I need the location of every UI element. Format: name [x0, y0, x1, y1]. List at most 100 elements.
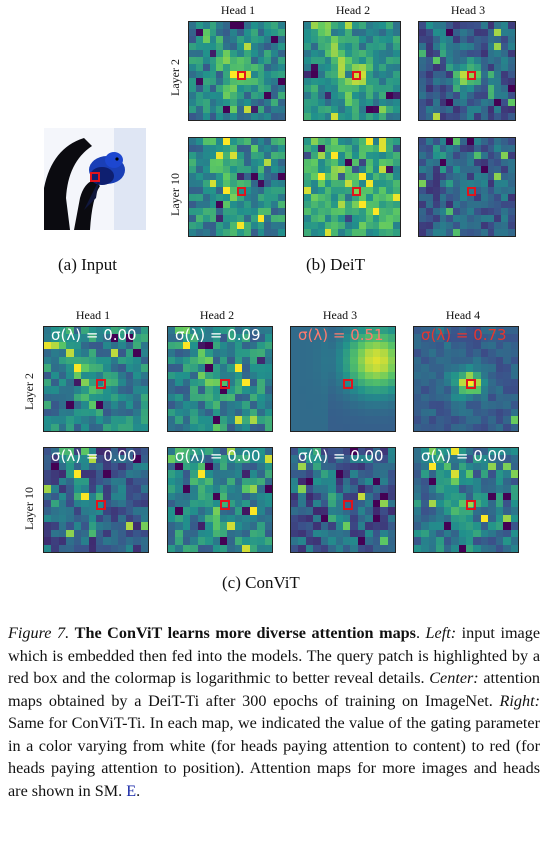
attention-cell — [257, 50, 265, 57]
attention-cell — [494, 187, 502, 194]
attention-cell — [432, 85, 440, 92]
attention-cell — [335, 393, 343, 402]
attention-cell — [243, 106, 251, 113]
attention-cell — [501, 50, 509, 57]
attention-cell — [324, 106, 332, 113]
attention-cell — [197, 356, 206, 365]
attention-cell — [324, 222, 332, 229]
attention-cell — [205, 364, 213, 372]
attention-cell — [88, 341, 96, 350]
attention-cell — [421, 416, 429, 424]
attention-cell — [473, 36, 481, 43]
attention-cell — [428, 529, 437, 538]
attention-cell — [291, 529, 299, 538]
attention-cell — [338, 138, 346, 145]
attention-cell — [110, 499, 119, 508]
attention-cell — [414, 462, 422, 471]
attention-cell — [439, 138, 447, 145]
attention-cell — [331, 208, 339, 215]
attention-cell — [372, 378, 381, 387]
attention-cell — [291, 386, 299, 394]
attention-cell — [118, 341, 126, 350]
attention-cell — [414, 349, 422, 357]
attention-cell — [88, 416, 96, 424]
attention-cell — [465, 334, 474, 342]
attention-cell — [66, 386, 74, 394]
attention-cell — [331, 159, 339, 166]
deit-layer-10-label: Layer 10 — [168, 173, 182, 216]
attention-cell — [358, 180, 366, 187]
attention-cell — [278, 106, 285, 113]
attention-cell — [432, 152, 440, 159]
attention-cell — [419, 22, 426, 29]
attention-cell — [465, 401, 474, 409]
attention-cell — [372, 448, 381, 456]
attention-cell — [365, 229, 373, 236]
attention-cell — [508, 145, 515, 152]
attention-cell — [501, 208, 509, 215]
attention-cell — [352, 85, 359, 92]
attention-cell — [387, 485, 395, 493]
attention-cell — [357, 544, 366, 552]
attention-cell — [419, 50, 426, 57]
attention-cell — [298, 477, 306, 486]
attention-cell — [234, 423, 243, 431]
attention-cell — [58, 327, 67, 335]
attention-cell — [271, 43, 279, 50]
attention-cell — [103, 393, 111, 402]
attention-cell — [453, 152, 461, 159]
attention-cell — [313, 341, 321, 350]
attention-cell — [451, 514, 459, 523]
attention-cell — [350, 544, 358, 552]
attention-cell — [331, 22, 339, 29]
attention-cell — [387, 327, 395, 335]
attention-cell — [257, 393, 265, 402]
attention-cell — [242, 462, 250, 471]
attention-cell — [44, 341, 52, 350]
attention-cell — [480, 99, 488, 106]
attention-cell — [305, 492, 314, 500]
attention-cell — [495, 499, 504, 508]
attention-cell — [125, 386, 134, 394]
attention-cell — [227, 341, 235, 350]
attention-cell — [495, 386, 504, 394]
attention-cell — [212, 423, 220, 431]
attention-cell — [487, 159, 495, 166]
attention-cell — [243, 152, 251, 159]
attention-cell — [249, 386, 258, 394]
attention-cell — [324, 64, 332, 71]
attention-cell — [44, 378, 52, 387]
attention-cell — [331, 106, 339, 113]
attention-cell — [495, 327, 504, 335]
attention-cell — [95, 522, 104, 530]
attention-cell — [212, 470, 220, 478]
attention-cell — [195, 194, 203, 201]
attention-cell — [421, 378, 429, 387]
attention-cell — [257, 537, 265, 545]
attention-cell — [428, 356, 437, 365]
attention-cell — [460, 194, 467, 201]
attention-cell — [432, 187, 440, 194]
appendix-ref-link[interactable]: E — [126, 781, 137, 800]
attention-cell — [393, 113, 400, 120]
attention-cell — [350, 470, 358, 478]
attention-cell — [380, 341, 388, 350]
attention-cell — [421, 386, 429, 394]
attention-cell — [372, 222, 380, 229]
figure-label: Figure 7. — [8, 624, 70, 642]
attention-cell — [458, 455, 466, 463]
attention-cell — [439, 43, 447, 50]
attention-cell — [291, 423, 299, 431]
attention-cell — [317, 43, 325, 50]
deit-map-layer10-head3 — [418, 137, 516, 237]
attention-cell — [278, 99, 285, 106]
attention-cell — [81, 537, 89, 545]
attention-cell — [458, 423, 466, 431]
attention-cell — [501, 201, 509, 208]
attention-cell — [140, 378, 148, 387]
attention-cell — [234, 448, 243, 456]
attention-cell — [103, 507, 111, 515]
attention-cell — [508, 71, 515, 78]
attention-cell — [209, 229, 217, 236]
attention-cell — [205, 393, 213, 402]
